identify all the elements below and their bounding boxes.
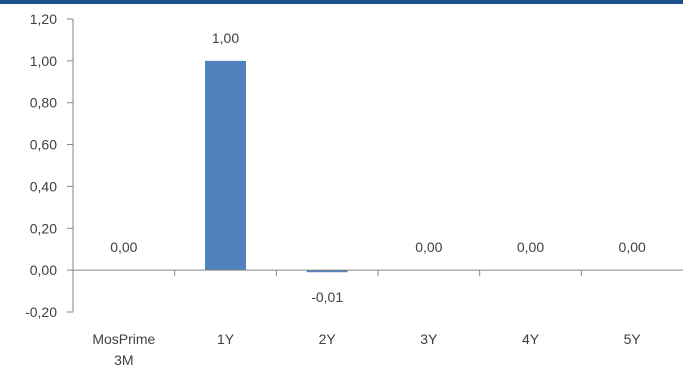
- bar-2: [306, 270, 348, 273]
- x-tick-label: 5Y: [624, 331, 642, 347]
- data-label-4: 0,00: [517, 239, 544, 255]
- data-label-0: 0,00: [110, 239, 137, 255]
- bar-1: [205, 60, 246, 271]
- data-label-2: -0,01: [311, 289, 343, 305]
- y-tick-label: -0,20: [25, 304, 57, 320]
- data-label-1: 1,00: [212, 30, 239, 46]
- y-tick-label: 0,40: [30, 178, 57, 194]
- x-tick-label: 4Y: [522, 331, 540, 347]
- y-tick-label: 0,00: [30, 262, 57, 278]
- y-tick-label: 0,60: [30, 137, 57, 153]
- x-tick-label: MosPrime 3M: [92, 331, 155, 368]
- data-label-5: 0,00: [619, 239, 646, 255]
- x-tick-label: 3Y: [420, 331, 438, 347]
- y-tick-label: 1,00: [30, 53, 57, 69]
- y-tick-label: 0,80: [30, 95, 57, 111]
- top-border: [0, 0, 683, 4]
- x-axis-ticks: MosPrime 3M 1Y 2Y 3Y 4Y 5Y: [92, 331, 641, 368]
- data-labels: 0,00 1,00 -0,01 0,00 0,00 0,00: [110, 30, 646, 305]
- x-tick-label: 1Y: [217, 331, 235, 347]
- data-label-3: 0,00: [415, 239, 442, 255]
- y-tick-label: 1,20: [30, 11, 57, 27]
- bars: [103, 60, 653, 273]
- y-tick-label: 0,20: [30, 220, 57, 236]
- x-tick-label: 2Y: [319, 331, 337, 347]
- axes: [72, 19, 683, 312]
- y-axis-ticks: -0,20 0,00 0,20 0,40 0,60 0,80 1,00 1,20: [25, 11, 73, 320]
